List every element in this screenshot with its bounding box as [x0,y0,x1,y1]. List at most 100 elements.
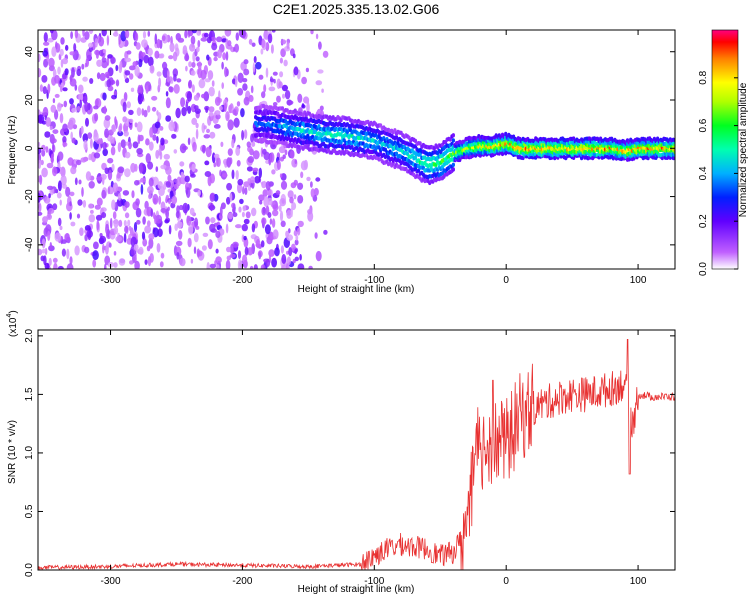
noise-cell [315,250,322,262]
noise-cell [280,245,284,254]
noise-cell [128,225,132,231]
noise-cell [165,97,171,109]
noise-cell [80,157,87,163]
noise-cell [70,31,73,39]
noise-cell [284,149,288,156]
noise-cell [158,77,162,88]
spectrogram-frame [37,29,676,270]
noise-cell [280,48,286,58]
noise-cell [173,183,179,190]
noise-cell [118,33,121,45]
noise-cell [310,181,313,188]
noise-cell [148,141,154,151]
noise-cell [135,42,141,50]
noise-cell [194,108,201,114]
noise-cell [163,153,170,160]
noise-cell [279,57,283,64]
noise-cell [123,220,127,227]
noise-cell [226,157,232,168]
noise-cell [276,95,281,103]
noise-cell [62,87,68,92]
noise-cell [179,143,187,154]
noise-cell [69,212,72,220]
noise-cell [133,222,138,232]
noise-cell [118,63,123,74]
noise-cell [278,204,282,212]
noise-cell [150,208,154,218]
noise-cell [162,61,168,70]
noise-cell [260,147,264,158]
noise-cell [79,99,82,109]
noise-cell [98,36,105,47]
noise-cell [107,54,113,59]
noise-cell [307,208,313,215]
noise-cell [86,230,93,238]
noise-cell [176,176,182,187]
noise-cell [107,169,113,181]
trace-cell [451,167,455,172]
noise-cell [314,232,318,239]
x-tick-label: -100 [364,576,384,587]
noise-cell [270,44,274,54]
noise-cell [111,124,117,133]
noise-cell [261,38,266,49]
noise-cell [179,257,186,267]
noise-cell [70,166,77,175]
noise-cell [271,30,276,33]
noise-cell [144,225,152,234]
noise-cell [59,48,64,57]
noise-cell [195,56,200,62]
noise-cell [248,38,253,45]
noise-cell [263,151,270,161]
noise-cell [94,37,98,48]
noise-cell [143,109,148,118]
noise-cell [197,40,201,48]
noise-cell [243,59,249,65]
noise-cell [179,221,183,228]
noise-cell [38,211,43,216]
noise-cell [173,73,177,82]
colorbar-tick-label: 0.8 [698,70,709,84]
x-tick-label: 0 [503,576,509,587]
noise-cell [157,112,162,121]
noise-cell [211,80,215,87]
noise-cell [42,86,47,95]
noise-cell [261,91,266,99]
noise-cell [138,92,144,103]
noise-cell [208,106,215,113]
trace-cell [413,155,418,160]
noise-cell [96,197,103,206]
noise-cell [251,207,257,217]
noise-cell [267,197,273,206]
noise-cell [231,78,236,85]
x-tick-label: -100 [364,275,384,286]
noise-cell [252,62,256,73]
noise-cell [102,49,107,54]
noise-cell [269,78,275,83]
noise-cell [60,174,67,186]
noise-cell [81,187,84,197]
noise-cell [124,70,131,76]
noise-cell [113,251,117,256]
colorbar-tick-label: 0.6 [698,118,709,132]
noise-cell [227,40,232,47]
noise-cell [297,195,304,204]
noise-cell [127,219,131,227]
noise-cell [140,177,146,183]
noise-cell [245,211,251,219]
noise-cell [107,186,111,195]
noise-cell [190,35,196,45]
noise-cell [81,63,85,70]
noise-cell [186,91,192,102]
noise-cell [106,35,110,46]
noise-cell [148,237,154,249]
noise-cell [313,187,319,196]
noise-cell [85,117,89,127]
noise-cell [201,245,207,251]
noise-cell [215,248,219,254]
noise-cell [38,147,42,155]
noise-cell [252,150,260,160]
noise-cell [188,224,194,235]
noise-cell [172,51,178,62]
